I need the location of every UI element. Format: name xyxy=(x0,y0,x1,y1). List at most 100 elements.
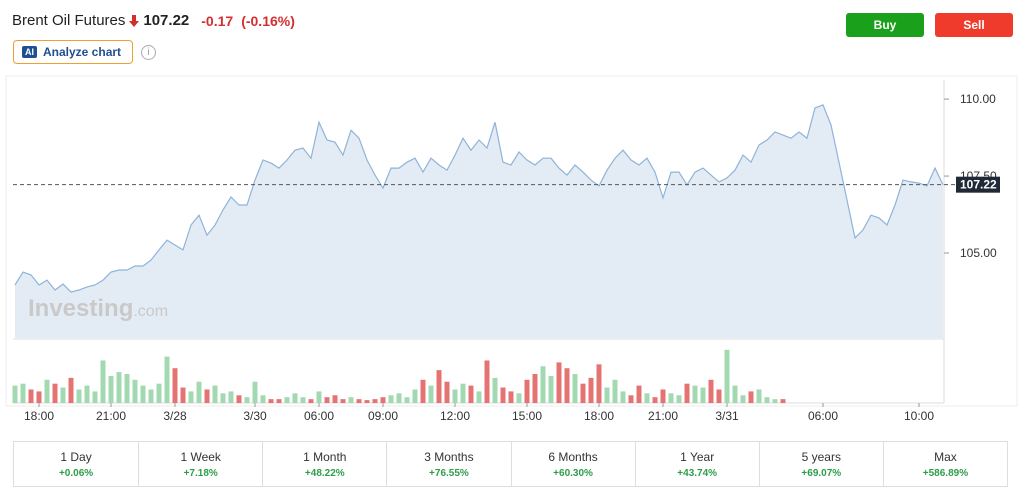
x-tick-label: 15:00 xyxy=(512,409,542,423)
volume-bar xyxy=(724,349,730,403)
period-label: 1 Month xyxy=(303,449,347,464)
volume-bar xyxy=(748,391,754,403)
volume-bar xyxy=(220,393,226,403)
volume-bar xyxy=(268,399,274,403)
performance-bar: 1 Day +0.06% 1 Week +7.18% 1 Month +48.22% 3 M… xyxy=(13,441,1008,487)
analyze-label: Analyze chart xyxy=(43,45,122,59)
volume-bar xyxy=(764,397,770,403)
volume-bar xyxy=(692,385,698,403)
current-price-label: 107.22 xyxy=(960,178,997,192)
volume-bar xyxy=(388,395,394,403)
volume-bar xyxy=(252,381,258,403)
volume-bar xyxy=(580,383,586,403)
volume-bar xyxy=(436,370,442,403)
volume-bar xyxy=(84,385,90,403)
volume-bar xyxy=(292,393,298,403)
volume-bar xyxy=(44,379,50,403)
period-label: 6 Months xyxy=(548,449,598,464)
volume-bar xyxy=(52,383,58,403)
volume-bar xyxy=(132,379,138,403)
period-label: 3 Months xyxy=(424,449,474,464)
buy-button[interactable]: Buy xyxy=(846,13,924,37)
volume-bar xyxy=(500,387,506,403)
period-change: +48.22% xyxy=(304,467,345,479)
volume-bar xyxy=(340,399,346,403)
volume-bar xyxy=(484,360,490,403)
x-tick-label: 12:00 xyxy=(440,409,470,423)
volume-bar xyxy=(524,379,530,403)
volume-bar xyxy=(668,393,674,403)
volume-bar xyxy=(532,374,538,403)
volume-bar xyxy=(492,377,498,403)
volume-bar xyxy=(412,389,418,403)
header: Brent Oil Futures 107.22 -0.17 (-0.16%) xyxy=(12,12,295,29)
period-change: +69.07% xyxy=(801,467,842,479)
volume-bar xyxy=(380,397,386,403)
info-icon[interactable]: i xyxy=(141,45,156,60)
volume-bar xyxy=(604,387,610,403)
instrument-title: Brent Oil Futures xyxy=(12,12,126,29)
period-change: +586.89% xyxy=(922,467,969,479)
period-label: Max xyxy=(934,449,957,464)
volume-bar xyxy=(452,389,458,403)
price-change: -0.17 xyxy=(201,12,234,29)
volume-bar xyxy=(556,362,562,403)
price-line xyxy=(14,104,944,293)
x-tick-label: 10:00 xyxy=(904,409,934,423)
period-change: +7.18% xyxy=(183,467,218,479)
volume-bar xyxy=(276,399,282,403)
volume-bar xyxy=(588,377,594,403)
performance-cell[interactable]: 6 Months +60.30% xyxy=(510,442,635,486)
volume-bar xyxy=(188,391,194,403)
volume-bar xyxy=(716,389,722,403)
x-tick-label: 06:00 xyxy=(304,409,334,423)
x-tick-label: 21:00 xyxy=(96,409,126,423)
price-change-pct: (-0.16%) xyxy=(241,12,295,29)
volume-bar xyxy=(620,391,626,403)
performance-cell[interactable]: 1 Day +0.06% xyxy=(14,442,138,486)
volume-bar xyxy=(508,391,514,403)
volume-bar xyxy=(228,391,234,403)
volume-bar xyxy=(148,389,154,403)
volume-bar xyxy=(348,397,354,403)
volume-bar xyxy=(476,391,482,403)
area-fill xyxy=(15,104,943,339)
period-label: 5 years xyxy=(801,449,841,464)
performance-cell[interactable]: 3 Months +76.55% xyxy=(386,442,510,486)
price-layer xyxy=(14,104,944,339)
volume-bar xyxy=(676,395,682,403)
performance-cell[interactable]: 1 Year +43.74% xyxy=(634,442,759,486)
volume-bar xyxy=(108,375,114,403)
ai-badge: AI xyxy=(22,46,37,58)
sell-button[interactable]: Sell xyxy=(935,13,1013,37)
volume-bar xyxy=(772,399,778,403)
volume-bar xyxy=(612,379,618,403)
performance-cell[interactable]: Max +586.89% xyxy=(882,442,1007,486)
volume-bar xyxy=(204,389,210,403)
volume-bar xyxy=(596,364,602,403)
volume-bar xyxy=(116,372,122,403)
down-arrow xyxy=(129,14,140,27)
last-price: 107.22 xyxy=(143,12,190,29)
x-tick-label: 3/31 xyxy=(715,409,739,423)
volume-bar xyxy=(420,379,426,403)
x-tick-label: 06:00 xyxy=(808,409,838,423)
analyze-chart-button[interactable]: AI Analyze chart xyxy=(13,40,133,64)
volume-bar xyxy=(332,395,338,403)
volume-bar xyxy=(12,385,18,403)
volume-bar xyxy=(164,356,170,403)
performance-cell[interactable]: 1 Month +48.22% xyxy=(262,442,386,486)
volume-bar xyxy=(236,395,242,403)
volume-bar xyxy=(100,360,106,403)
volume-bar xyxy=(124,374,130,403)
performance-cell[interactable]: 5 years +69.07% xyxy=(758,442,883,486)
current-price-tag xyxy=(956,176,1000,193)
volume-bar xyxy=(652,397,658,403)
volume-bar xyxy=(284,397,290,403)
volume-bar xyxy=(540,366,546,403)
volume-bar xyxy=(324,397,330,403)
volume-bar xyxy=(212,385,218,403)
performance-cell[interactable]: 1 Week +7.18% xyxy=(138,442,262,486)
chart: Investing.com 105.00107.50110.00107.2218… xyxy=(5,75,1018,423)
